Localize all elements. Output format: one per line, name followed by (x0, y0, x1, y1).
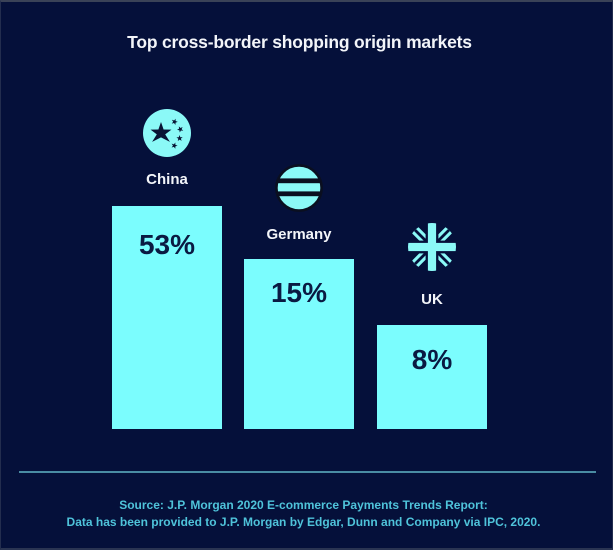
germany-flag-icon (275, 164, 323, 212)
source-line-1: Source: J.P. Morgan 2020 E-commerce Paym… (119, 498, 488, 512)
bar-group-china: China 53% (112, 2, 222, 432)
bar-germany: 15% (244, 259, 354, 429)
uk-flag-icon (408, 223, 456, 271)
bar-uk: 8% (377, 325, 487, 429)
source-attribution: Source: J.P. Morgan 2020 E-commerce Paym… (1, 497, 606, 531)
country-label-germany: Germany (266, 226, 332, 243)
country-label-china: China (146, 171, 188, 188)
country-label-uk: UK (421, 291, 443, 308)
bar-group-uk: UK 8% (377, 2, 487, 432)
source-line-2: Data has been provided to J.P. Morgan by… (66, 515, 541, 529)
bar-value-label-germany: 15% (270, 277, 328, 308)
bar-value-label-uk: 8% (411, 344, 453, 375)
bar-value-label-china: 53% (138, 229, 196, 260)
chart-title: Top cross-border shopping origin markets (127, 32, 472, 52)
bar-group-germany: Germany 15% (244, 2, 354, 432)
china-flag-icon (143, 109, 191, 157)
bar-china: 53% (112, 206, 222, 429)
footer-divider (19, 471, 596, 473)
